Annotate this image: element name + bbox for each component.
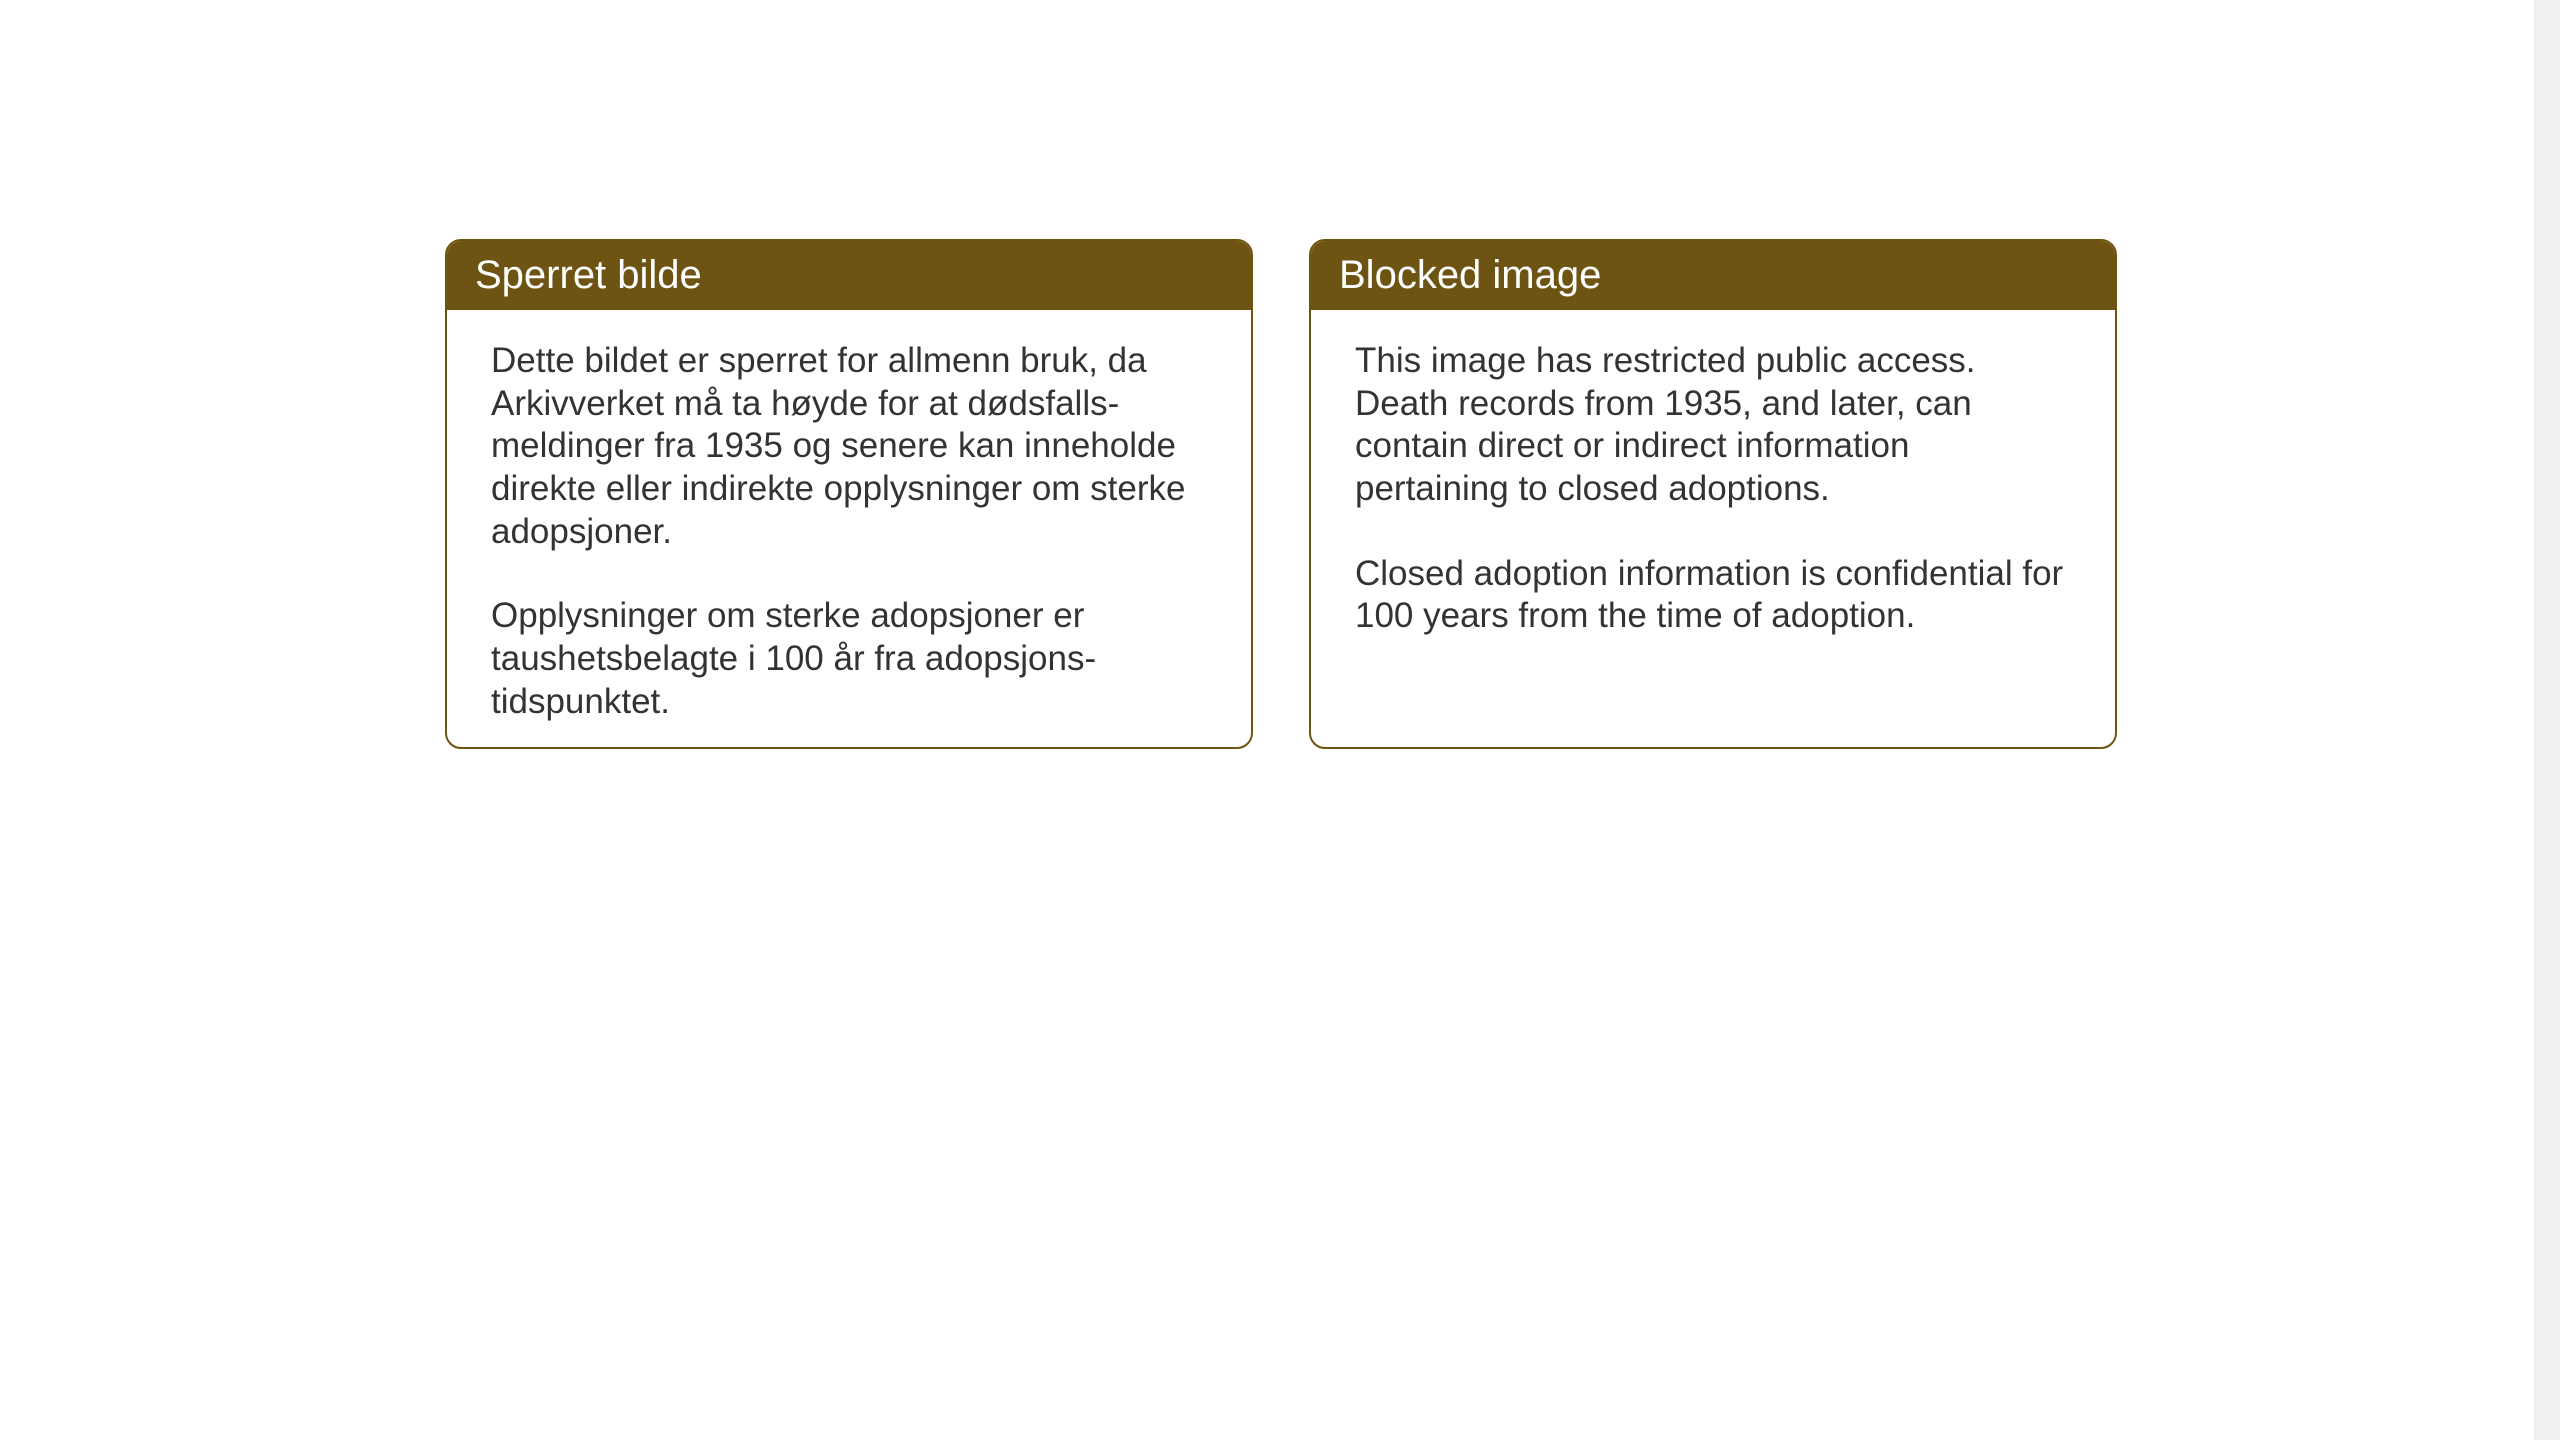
norwegian-paragraph-2: Opplysninger om sterke adopsjoner er tau… (491, 595, 1207, 723)
english-card-body: This image has restricted public access.… (1311, 310, 2115, 668)
notice-cards-container: Sperret bilde Dette bildet er sperret fo… (445, 239, 2117, 749)
norwegian-card-body: Dette bildet er sperret for allmenn bruk… (447, 310, 1251, 749)
english-paragraph-2: Closed adoption information is confident… (1355, 553, 2071, 638)
norwegian-card-title: Sperret bilde (447, 241, 1251, 310)
english-card-title: Blocked image (1311, 241, 2115, 310)
norwegian-paragraph-1: Dette bildet er sperret for allmenn bruk… (491, 340, 1207, 553)
vertical-scrollbar[interactable] (2534, 0, 2560, 1440)
english-paragraph-1: This image has restricted public access.… (1355, 340, 2071, 511)
norwegian-notice-card: Sperret bilde Dette bildet er sperret fo… (445, 239, 1253, 749)
english-notice-card: Blocked image This image has restricted … (1309, 239, 2117, 749)
